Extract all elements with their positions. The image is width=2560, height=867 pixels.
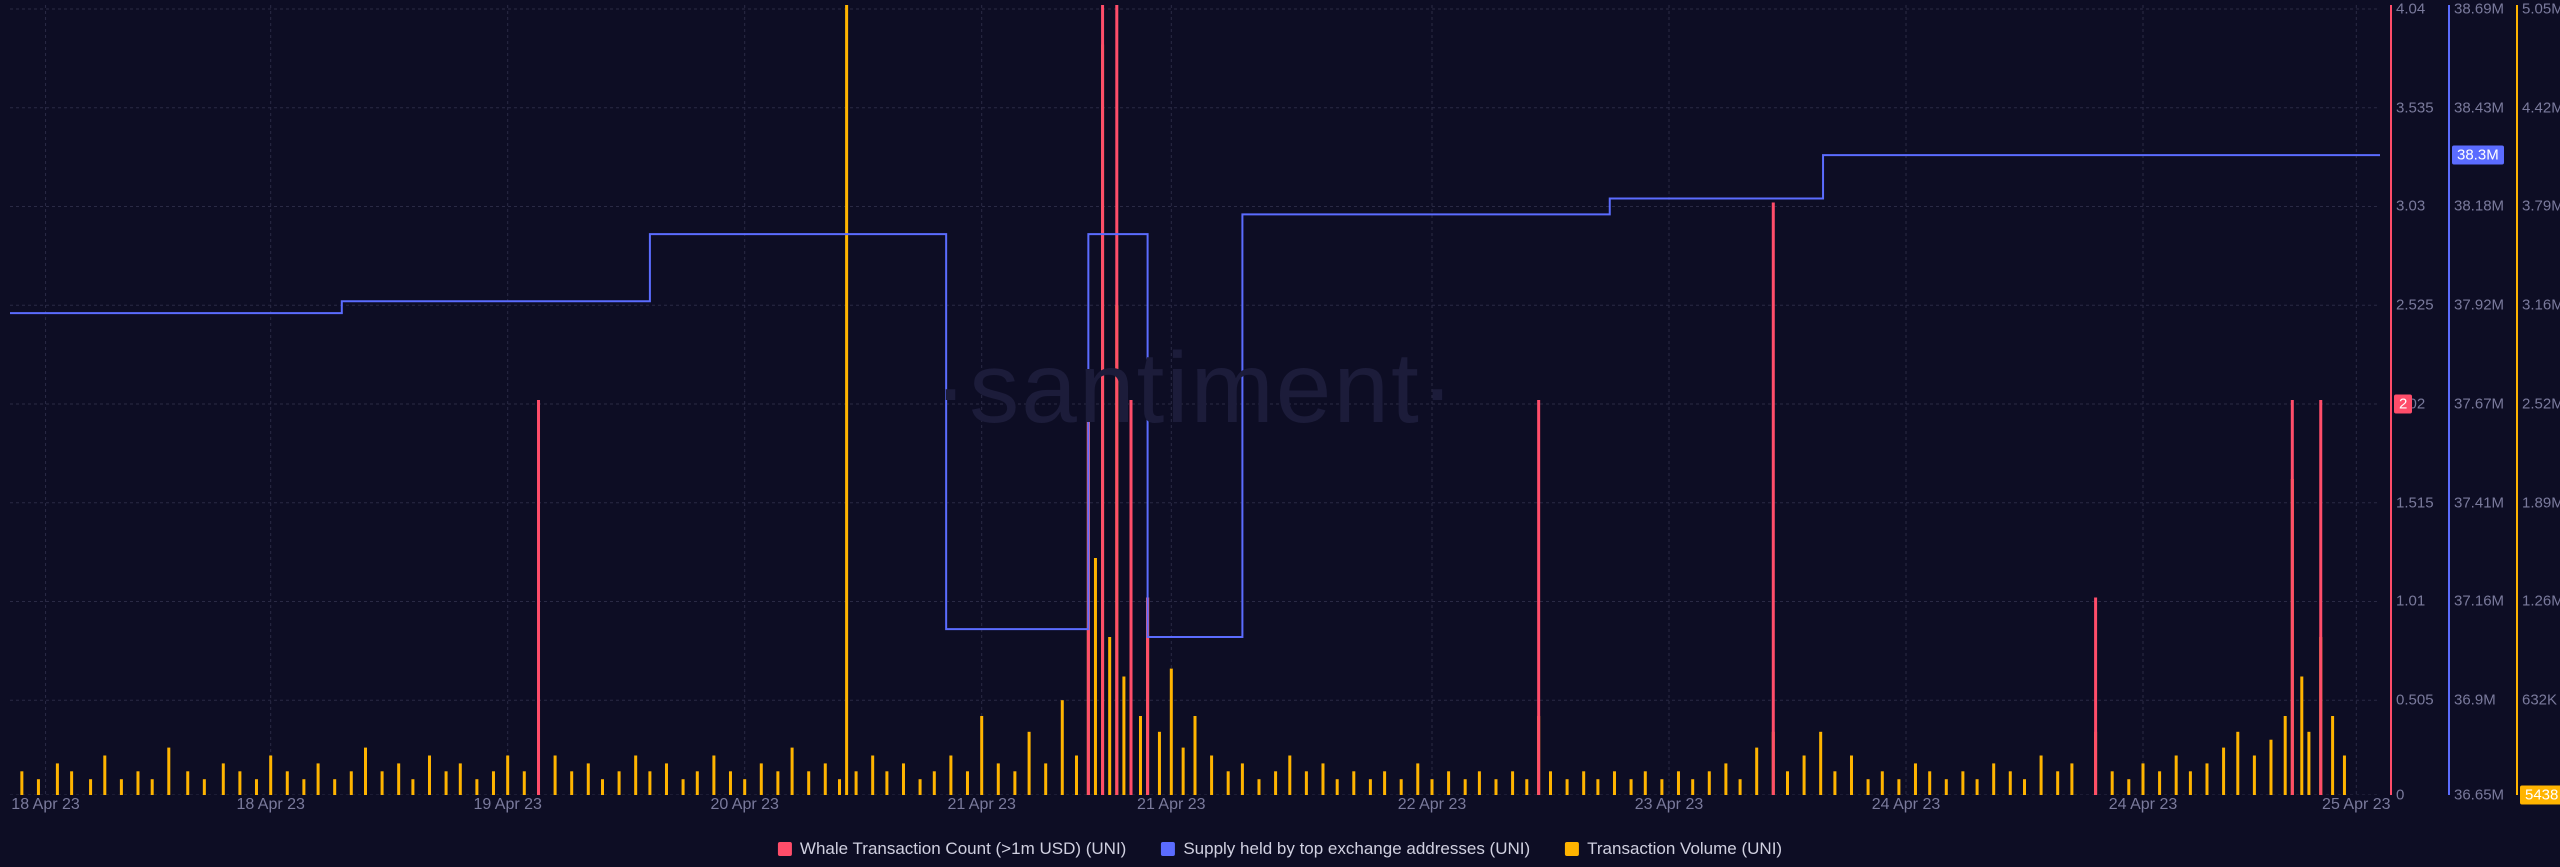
y-tick-volume: 3.16M xyxy=(2522,297,2560,314)
y-tick-whale: 4.04 xyxy=(2396,0,2425,17)
x-tick-label: 21 Apr 23 xyxy=(947,796,1016,814)
y-axis-whale xyxy=(2390,5,2392,795)
y-tick-supply: 38.69M xyxy=(2454,0,2504,17)
legend: Whale Transaction Count (>1m USD) (UNI) S… xyxy=(778,839,1782,859)
y-tick-supply: 38.18M xyxy=(2454,198,2504,215)
x-tick-label: 24 Apr 23 xyxy=(1872,796,1941,814)
y-tick-supply: 38.43M xyxy=(2454,99,2504,116)
legend-item[interactable]: Whale Transaction Count (>1m USD) (UNI) xyxy=(778,839,1126,859)
y-tick-volume: 1.89M xyxy=(2522,494,2560,511)
chart-container: ·santiment· 18 Apr 23 18 Apr 23 19 Apr 23 2… xyxy=(0,0,2560,867)
legend-swatch xyxy=(778,842,792,856)
y-axes: 4.043.5353.032.5252.021.5151.010.5050238… xyxy=(2390,5,2560,795)
y-tick-volume: 4.42M xyxy=(2522,99,2560,116)
x-tick-label: 18 Apr 23 xyxy=(11,796,80,814)
y-tick-volume: 3.79M xyxy=(2522,198,2560,215)
y-tick-volume: 2.52M xyxy=(2522,395,2560,412)
x-tick-label: 23 Apr 23 xyxy=(1635,796,1704,814)
y-tick-supply: 36.9M xyxy=(2454,692,2496,709)
y-axis-supply xyxy=(2448,5,2450,795)
legend-item[interactable]: Transaction Volume (UNI) xyxy=(1565,839,1782,859)
y-tick-whale: 2.525 xyxy=(2396,297,2434,314)
y-axis-volume xyxy=(2516,5,2518,795)
y-tick-volume: 5.05M xyxy=(2522,0,2560,17)
x-tick-label: 19 Apr 23 xyxy=(473,796,542,814)
y-tick-supply: 36.65M xyxy=(2454,787,2504,804)
y-badge-volume: 5438 xyxy=(2520,786,2560,805)
legend-item[interactable]: Supply held by top exchange addresses (U… xyxy=(1161,839,1530,859)
y-tick-whale: 0.505 xyxy=(2396,692,2434,709)
x-tick-label: 22 Apr 23 xyxy=(1398,796,1467,814)
y-tick-supply: 37.41M xyxy=(2454,494,2504,511)
legend-swatch xyxy=(1161,842,1175,856)
x-axis: 18 Apr 23 18 Apr 23 19 Apr 23 20 Apr 23 21 A… xyxy=(10,796,2380,816)
y-tick-whale: 3.535 xyxy=(2396,99,2434,116)
legend-label: Whale Transaction Count (>1m USD) (UNI) xyxy=(800,839,1126,859)
x-tick-label: 25 Apr 23 xyxy=(2322,796,2391,814)
legend-swatch xyxy=(1565,842,1579,856)
plot-area[interactable]: ·santiment· xyxy=(10,5,2380,795)
y-tick-whale: 1.01 xyxy=(2396,593,2425,610)
y-tick-volume: 1.26M xyxy=(2522,593,2560,610)
line-series xyxy=(10,5,2380,795)
x-tick-label: 18 Apr 23 xyxy=(236,796,305,814)
x-tick-label: 24 Apr 23 xyxy=(2109,796,2178,814)
x-tick-label: 21 Apr 23 xyxy=(1137,796,1206,814)
y-tick-whale: 3.03 xyxy=(2396,198,2425,215)
y-tick-supply: 37.67M xyxy=(2454,395,2504,412)
y-badge-whale: 2 xyxy=(2394,394,2412,413)
y-badge-supply: 38.3M xyxy=(2452,146,2504,165)
x-tick-label: 20 Apr 23 xyxy=(710,796,779,814)
y-tick-supply: 37.92M xyxy=(2454,297,2504,314)
y-tick-volume: 632K xyxy=(2522,692,2557,709)
y-tick-supply: 37.16M xyxy=(2454,593,2504,610)
legend-label: Transaction Volume (UNI) xyxy=(1587,839,1782,859)
y-tick-whale: 1.515 xyxy=(2396,494,2434,511)
y-tick-whale: 0 xyxy=(2396,787,2404,804)
legend-label: Supply held by top exchange addresses (U… xyxy=(1183,839,1530,859)
